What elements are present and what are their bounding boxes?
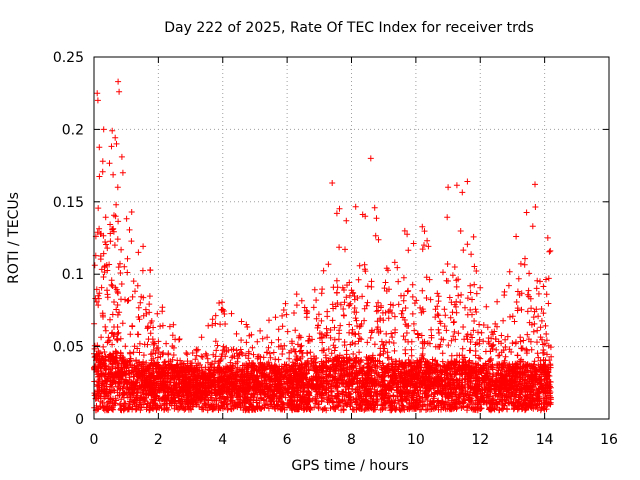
data-point: [192, 356, 199, 363]
data-point: [119, 320, 126, 327]
data-point: [333, 277, 340, 284]
data-point: [507, 313, 513, 320]
data-point: [372, 232, 379, 239]
data-point: [323, 325, 330, 332]
data-point: [293, 302, 300, 309]
data-point: [394, 264, 401, 271]
data-point: [342, 246, 348, 253]
data-point: [467, 306, 474, 313]
data-point: [537, 324, 544, 331]
data-point: [386, 338, 393, 345]
data-point: [124, 255, 131, 262]
data-point: [457, 228, 464, 234]
data-point: [279, 323, 286, 330]
data-point: [534, 327, 541, 334]
data-point: [216, 300, 223, 306]
data-point: [101, 349, 108, 355]
data-point: [298, 297, 305, 304]
data-point: [544, 234, 551, 241]
data-point: [477, 284, 484, 291]
data-point: [95, 205, 102, 212]
data-point: [531, 358, 538, 365]
data-point: [500, 317, 507, 324]
data-point: [428, 326, 435, 333]
data-point: [111, 299, 117, 305]
data-point: [280, 307, 287, 313]
data-point: [95, 302, 102, 309]
data-point: [332, 344, 339, 351]
data-point: [189, 350, 196, 356]
data-point: [162, 358, 168, 365]
data-point: [462, 304, 468, 311]
data-point: [457, 299, 464, 306]
data-point: [107, 316, 113, 323]
data-point: [102, 323, 109, 330]
data-point: [494, 298, 501, 305]
data-point: [99, 158, 106, 165]
data-point: [270, 349, 277, 356]
data-point: [114, 311, 121, 318]
data-point: [209, 316, 216, 323]
chart-title: Day 222 of 2025, Rate Of TEC Index for r…: [164, 20, 534, 36]
data-point: [116, 309, 123, 316]
data-point: [470, 327, 477, 334]
data-point: [213, 347, 220, 354]
data-point: [375, 299, 382, 306]
data-point: [385, 308, 392, 315]
data-point: [389, 334, 396, 341]
data-point: [400, 274, 407, 281]
data-point: [268, 339, 275, 346]
data-point: [315, 311, 322, 318]
data-point: [399, 307, 406, 314]
data-point: [368, 283, 375, 290]
data-point: [395, 301, 402, 308]
data-point: [540, 310, 547, 317]
data-point: [409, 310, 416, 317]
grid-lines: [94, 57, 609, 419]
data-point: [514, 288, 521, 295]
data-point: [111, 242, 118, 249]
data-point: [343, 294, 350, 301]
data-points: [91, 78, 555, 414]
data-point: [220, 343, 227, 350]
data-point: [266, 350, 273, 357]
data-point: [333, 210, 340, 217]
data-point: [526, 270, 533, 277]
data-point: [151, 340, 158, 347]
data-point: [408, 352, 415, 359]
data-point: [385, 267, 391, 274]
data-point: [417, 304, 424, 311]
data-point: [352, 203, 359, 210]
data-point: [473, 268, 480, 274]
data-point: [112, 213, 119, 220]
data-point: [471, 281, 478, 288]
data-point: [446, 294, 453, 301]
data-point: [415, 334, 422, 341]
data-point: [284, 328, 291, 335]
data-point: [390, 340, 397, 346]
data-point: [355, 276, 362, 283]
data-point: [328, 350, 335, 357]
data-point: [198, 353, 205, 360]
data-point: [96, 225, 103, 232]
